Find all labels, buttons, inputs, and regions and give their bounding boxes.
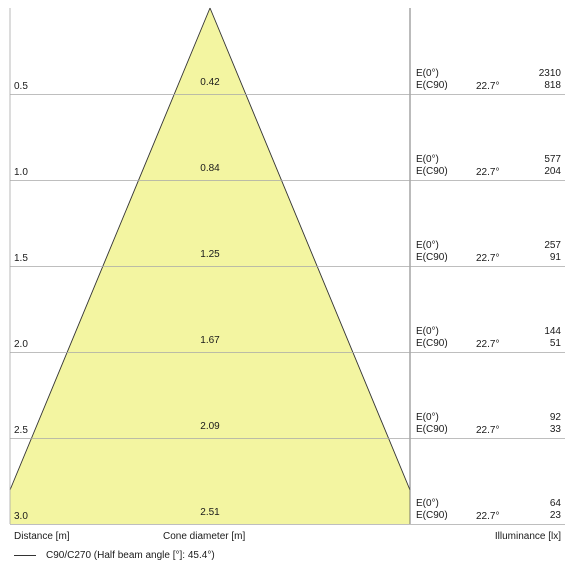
ec90-value: 204 bbox=[544, 166, 561, 177]
angle-label: 22.7° bbox=[476, 253, 500, 264]
cone-axis-label: Cone diameter [m] bbox=[163, 531, 246, 542]
cone-diameter-label: 1.25 bbox=[200, 249, 220, 260]
ec90-label: E(C90) bbox=[416, 338, 448, 349]
ec90-value: 91 bbox=[549, 252, 561, 263]
distance-label: 2.5 bbox=[14, 425, 28, 436]
e0-value: 2310 bbox=[538, 68, 561, 79]
cone-diameter-label: 0.84 bbox=[200, 163, 220, 174]
cone-diameter-label: 2.09 bbox=[200, 421, 220, 432]
angle-label: 22.7° bbox=[476, 511, 500, 522]
distance-label: 1.5 bbox=[14, 253, 28, 264]
angle-label: 22.7° bbox=[476, 81, 500, 92]
legend-text: C90/C270 (Half beam angle [°]: 45.4°) bbox=[46, 550, 215, 561]
cone-edge-left bbox=[9, 7, 211, 491]
cone-diameter-label: 0.42 bbox=[200, 77, 220, 88]
ec90-label: E(C90) bbox=[416, 80, 448, 91]
light-cone bbox=[10, 8, 410, 524]
e0-label: E(0°) bbox=[416, 498, 439, 509]
e0-label: E(0°) bbox=[416, 326, 439, 337]
e0-value: 577 bbox=[544, 154, 561, 165]
e0-label: E(0°) bbox=[416, 68, 439, 79]
ec90-value: 818 bbox=[544, 80, 561, 91]
distance-label: 0.5 bbox=[14, 81, 28, 92]
angle-label: 22.7° bbox=[476, 167, 500, 178]
cone-diameter-label: 2.51 bbox=[200, 507, 220, 518]
ec90-label: E(C90) bbox=[416, 510, 448, 521]
e0-value: 92 bbox=[549, 412, 561, 423]
e0-label: E(0°) bbox=[416, 240, 439, 251]
distance-axis-label: Distance [m] bbox=[14, 531, 70, 542]
ec90-value: 51 bbox=[549, 338, 561, 349]
distance-label: 3.0 bbox=[14, 511, 28, 522]
ec90-label: E(C90) bbox=[416, 166, 448, 177]
e0-label: E(0°) bbox=[416, 154, 439, 165]
e0-label: E(0°) bbox=[416, 412, 439, 423]
e0-value: 144 bbox=[544, 326, 561, 337]
distance-label: 1.0 bbox=[14, 167, 28, 178]
legend: C90/C270 (Half beam angle [°]: 45.4°) bbox=[14, 550, 215, 561]
e0-value: 64 bbox=[549, 498, 561, 509]
angle-label: 22.7° bbox=[476, 339, 500, 350]
e0-value: 257 bbox=[544, 240, 561, 251]
legend-line-swatch bbox=[14, 555, 36, 556]
ec90-label: E(C90) bbox=[416, 252, 448, 263]
ec90-label: E(C90) bbox=[416, 424, 448, 435]
cone-diameter-label: 1.67 bbox=[200, 335, 220, 346]
ec90-value: 23 bbox=[549, 510, 561, 521]
cone-edge-right bbox=[209, 7, 411, 491]
distance-label: 2.0 bbox=[14, 339, 28, 350]
illuminance-axis-label: Illuminance [lx] bbox=[494, 531, 561, 542]
ec90-value: 33 bbox=[549, 424, 561, 435]
grid-lines bbox=[10, 94, 565, 525]
angle-label: 22.7° bbox=[476, 425, 500, 436]
